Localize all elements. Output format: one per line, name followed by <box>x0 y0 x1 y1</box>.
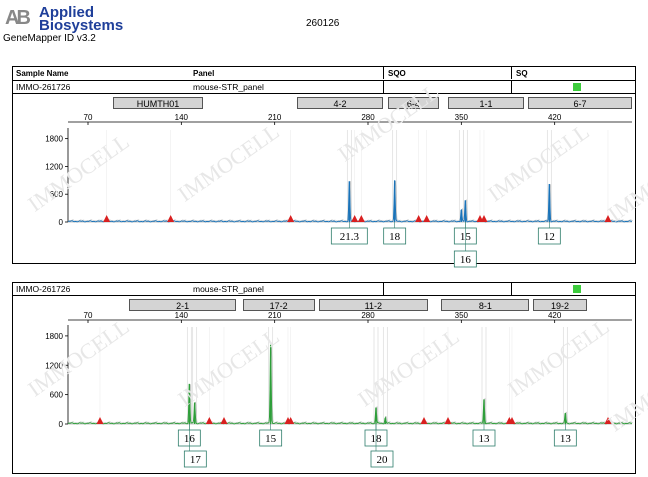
allele-call-box <box>370 450 394 468</box>
size-standard-marker <box>444 417 452 424</box>
x-tick-label: 210 <box>268 113 282 122</box>
run-id: 260126 <box>306 18 340 29</box>
size-standard-marker <box>415 215 423 222</box>
size-standard-marker <box>604 215 612 222</box>
green-trace <box>67 348 633 425</box>
marker-bin: 17-2 <box>242 299 315 311</box>
sq-quality-square <box>573 285 581 293</box>
allele-call-label: 18 <box>389 231 401 243</box>
marker-bin: 11-2 <box>318 299 428 311</box>
x-tick-label: 280 <box>361 311 375 320</box>
y-tick-label: 1800 <box>45 332 63 341</box>
size-standard-marker <box>508 417 516 424</box>
allele-call-box <box>183 450 207 468</box>
marker-bin: 4-2 <box>297 97 383 109</box>
x-tick-label: 210 <box>268 311 282 320</box>
marker-bin: 19-2 <box>533 299 587 311</box>
background-trace <box>68 347 634 424</box>
x-tick-label: 420 <box>548 113 562 122</box>
size-standard-marker <box>103 215 111 222</box>
brand-line2: Biosystems <box>39 17 124 34</box>
x-tick-label: 350 <box>455 311 469 320</box>
size-standard-marker <box>480 215 488 222</box>
marker-bin: 1-1 <box>448 97 524 109</box>
col-panel: Panel <box>193 69 215 78</box>
x-tick-label: 280 <box>361 113 375 122</box>
background-trace <box>68 181 633 222</box>
size-standard-marker <box>351 215 359 222</box>
x-tick-label: 70 <box>84 113 93 122</box>
allele-call-label: 12 <box>544 231 555 243</box>
size-standard-marker <box>220 417 228 424</box>
logo-mark: AB <box>5 7 31 29</box>
y-tick-label: 0 <box>59 218 64 227</box>
sample-info-row: IMMO-261726 mouse-STR_panel <box>13 81 635 94</box>
allele-call-label: 13 <box>479 433 491 445</box>
sample-info-row: IMMO-261726 mouse-STR_panel <box>13 283 635 296</box>
y-tick-label: 1800 <box>45 135 63 144</box>
applied-biosystems-logo: AB Applied Biosystems <box>3 4 133 44</box>
marker-bin: 2-1 <box>129 299 236 311</box>
sample-name: IMMO-261726 <box>16 82 71 92</box>
allele-call-label: 17 <box>190 454 202 466</box>
sample-name: IMMO-261726 <box>16 284 71 294</box>
size-standard-marker <box>357 215 365 222</box>
col-sq: SQ <box>516 69 528 78</box>
x-tick-label: 350 <box>455 113 469 122</box>
size-standard-marker <box>287 215 295 222</box>
allele-call-label: 15 <box>265 433 277 445</box>
size-standard-marker <box>287 417 295 424</box>
brand-line1: Applied <box>39 4 94 21</box>
panel-name: mouse-STR_panel <box>193 284 264 294</box>
x-tick-label: 420 <box>548 311 562 320</box>
allele-call-label: 13 <box>560 433 572 445</box>
y-tick-label: 600 <box>50 190 64 199</box>
marker-bin: 8-1 <box>441 299 530 311</box>
marker-bin: 6-4 <box>388 97 439 109</box>
allele-call-label: 20 <box>377 454 389 466</box>
sq-quality-square <box>573 83 581 91</box>
size-standard-marker <box>423 215 431 222</box>
allele-call-label: 21.3 <box>340 231 360 243</box>
size-standard-marker <box>604 417 612 424</box>
col-sample-name: Sample Name <box>16 69 69 78</box>
x-tick-label: 140 <box>175 311 189 320</box>
col-sqo: SQO <box>388 69 406 78</box>
x-tick-label: 140 <box>175 113 189 122</box>
allele-call-label: 16 <box>460 254 472 266</box>
marker-bin: HUMTH01 <box>113 97 203 109</box>
y-tick-label: 0 <box>59 420 64 429</box>
size-standard-marker <box>205 417 213 424</box>
x-tick-label: 70 <box>84 311 93 320</box>
electropherogram-panel-green: IMMO-261726 mouse-STR_panel <box>12 282 636 474</box>
size-standard-marker <box>96 417 104 424</box>
software-version: GeneMapper ID v3.2 <box>3 33 96 44</box>
size-standard-marker <box>420 417 428 424</box>
y-tick-label: 600 <box>50 391 64 400</box>
size-standard-marker <box>167 215 175 222</box>
panel-name: mouse-STR_panel <box>193 82 264 92</box>
electropherogram-panel-blue: IMMO-261726 mouse-STR_panel <box>12 80 636 264</box>
marker-bin: 6-7 <box>528 97 632 109</box>
y-tick-label: 1200 <box>45 361 63 370</box>
y-tick-label: 1200 <box>45 162 63 171</box>
